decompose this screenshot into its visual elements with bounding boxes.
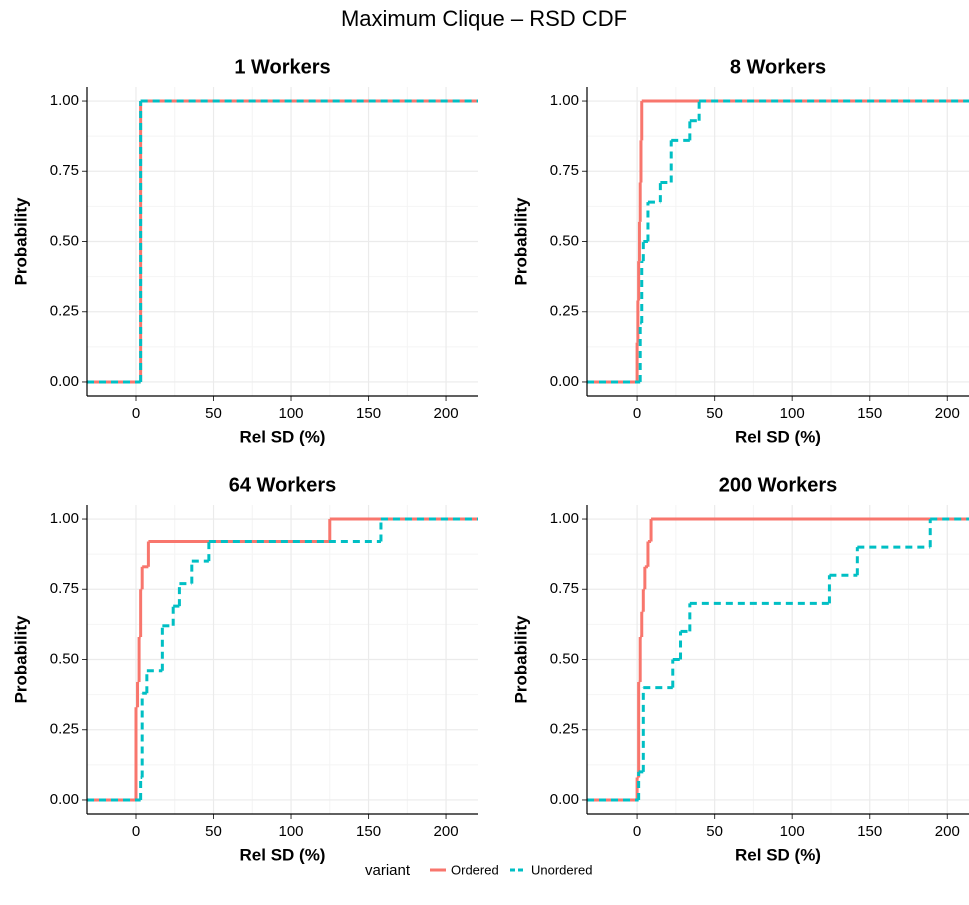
y-tick-label: 0.00 (50, 791, 79, 808)
x-tick-label: 200 (935, 405, 960, 422)
y-tick-label: 1.00 (50, 510, 79, 527)
panel: 0 50 100 150 200 0.00 0.25 0.50 0.75 1.00 200 Work… (511, 474, 969, 864)
x-tick-label: 200 (434, 405, 459, 422)
x-tick-label: 100 (279, 405, 304, 422)
x-tick-label: 200 (434, 823, 459, 840)
x-tick-label: 150 (356, 823, 381, 840)
panel-title: 200 Workers (719, 474, 838, 496)
y-tick-label: 0.00 (50, 373, 79, 390)
x-tick-label: 150 (857, 823, 882, 840)
y-axis-label: Probability (511, 197, 530, 285)
legend-label: Unordered (531, 862, 592, 877)
y-tick-label: 0.75 (550, 162, 579, 179)
x-tick-label: 150 (857, 405, 882, 422)
y-tick-label: 0.25 (50, 303, 79, 320)
y-tick-label: 1.00 (50, 92, 79, 109)
y-tick-label: 0.25 (50, 721, 79, 738)
y-axis-label: Probability (11, 615, 30, 703)
y-tick-label: 0.25 (550, 303, 579, 320)
y-tick-label: 0.75 (50, 162, 79, 179)
legend-label: Ordered (451, 862, 499, 877)
y-axis-label: Probability (11, 197, 30, 285)
y-tick-label: 0.50 (50, 650, 79, 667)
panel: 0 50 100 150 200 0.00 0.25 0.50 0.75 1.00 64 Worke… (11, 474, 478, 864)
panel-title: 8 Workers (730, 56, 826, 78)
x-tick-label: 50 (205, 405, 222, 422)
x-axis-label: Rel SD (%) (735, 845, 821, 864)
y-tick-label: 1.00 (550, 510, 579, 527)
x-tick-label: 100 (279, 823, 304, 840)
y-tick-label: 0.50 (550, 232, 579, 249)
x-tick-label: 100 (780, 405, 805, 422)
legend-title: variant (365, 862, 411, 879)
y-tick-label: 1.00 (550, 92, 579, 109)
x-tick-label: 0 (132, 405, 140, 422)
y-tick-label: 0.50 (550, 650, 579, 667)
panel-title: 1 Workers (234, 56, 330, 78)
y-axis-label: Probability (511, 615, 530, 703)
x-tick-label: 50 (706, 823, 723, 840)
x-axis-label: Rel SD (%) (240, 427, 326, 446)
y-tick-label: 0.25 (550, 721, 579, 738)
y-tick-label: 0.00 (550, 791, 579, 808)
x-tick-label: 0 (633, 823, 641, 840)
x-axis-label: Rel SD (%) (735, 427, 821, 446)
x-tick-label: 50 (706, 405, 723, 422)
panel: 0 50 100 150 200 0.00 0.25 0.50 0.75 1.00 8 Worker… (511, 56, 969, 446)
panel: 0 50 100 150 200 0.00 0.25 0.50 0.75 1.00 1 Worker… (11, 56, 478, 446)
x-tick-label: 0 (132, 823, 140, 840)
y-tick-label: 0.00 (550, 373, 579, 390)
y-tick-label: 0.75 (50, 580, 79, 597)
panel-title: 64 Workers (229, 474, 336, 496)
x-tick-label: 50 (205, 823, 222, 840)
x-tick-label: 200 (935, 823, 960, 840)
x-axis-label: Rel SD (%) (240, 845, 326, 864)
x-tick-label: 0 (633, 405, 641, 422)
x-tick-label: 100 (780, 823, 805, 840)
x-tick-label: 150 (356, 405, 381, 422)
figure-title: Maximum Clique – RSD CDF (341, 6, 627, 31)
y-tick-label: 0.50 (50, 232, 79, 249)
y-tick-label: 0.75 (550, 580, 579, 597)
